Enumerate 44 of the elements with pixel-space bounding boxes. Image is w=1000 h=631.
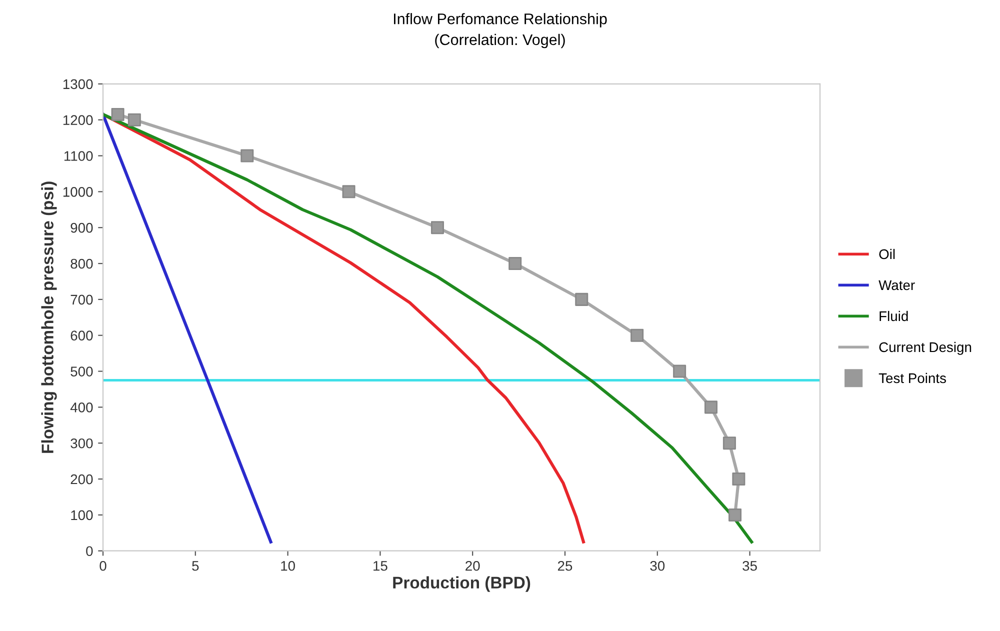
y-tick-label: 900 bbox=[70, 222, 93, 233]
y-tick-label: 1000 bbox=[63, 187, 93, 197]
point bbox=[128, 113, 141, 126]
y-tick-label: 800 bbox=[70, 258, 93, 269]
x-tick-label: 10 bbox=[281, 560, 295, 571]
point bbox=[342, 185, 356, 198]
y-tick-label: 100 bbox=[71, 510, 93, 520]
legend-label: Oil bbox=[879, 248, 895, 260]
point bbox=[630, 328, 644, 342]
legend-label: Water bbox=[878, 280, 915, 290]
y-tick-label: 400 bbox=[70, 402, 93, 412]
y-tick-label: 500 bbox=[70, 366, 93, 376]
y-tick-label: 1100 bbox=[64, 151, 93, 161]
x-tick-label: 20 bbox=[466, 560, 480, 571]
point bbox=[722, 436, 736, 450]
point bbox=[240, 149, 254, 162]
y-tick-label: 1200 bbox=[63, 115, 93, 126]
point bbox=[575, 292, 588, 306]
x-tick-label: 25 bbox=[558, 560, 572, 571]
legend-label: Fluid bbox=[880, 310, 908, 322]
x-tick-label: 35 bbox=[742, 560, 757, 571]
x-tick-label: 15 bbox=[374, 561, 388, 571]
point bbox=[732, 472, 746, 486]
point bbox=[111, 108, 124, 121]
y-tick-label: 700 bbox=[70, 294, 93, 305]
y-tick-label: 300 bbox=[70, 438, 93, 448]
y-axis-title: Flowing bottomhole pressure (psi) bbox=[41, 182, 57, 453]
x-tick-label: 30 bbox=[650, 560, 665, 571]
chart-title: Inflow Perfomance Relationship bbox=[394, 13, 607, 28]
y-tick-label: 1300 bbox=[63, 79, 93, 90]
point bbox=[728, 508, 742, 522]
point bbox=[673, 364, 686, 378]
point bbox=[430, 221, 444, 234]
chart-subtitle: (Correlation: Vogel) bbox=[435, 34, 565, 48]
x-tick-label: 0 bbox=[100, 560, 106, 571]
point bbox=[704, 400, 718, 414]
x-axis-title: Production (BPD) bbox=[393, 576, 530, 592]
y-tick-label: 200 bbox=[70, 474, 93, 484]
legend-label: Current Design bbox=[879, 342, 972, 355]
y-tick-label: 0 bbox=[86, 546, 93, 556]
legend-label: Test Points bbox=[878, 372, 946, 384]
y-tick-label: 600 bbox=[70, 330, 93, 341]
point bbox=[508, 257, 522, 270]
x-tick-label: 5 bbox=[192, 561, 199, 571]
